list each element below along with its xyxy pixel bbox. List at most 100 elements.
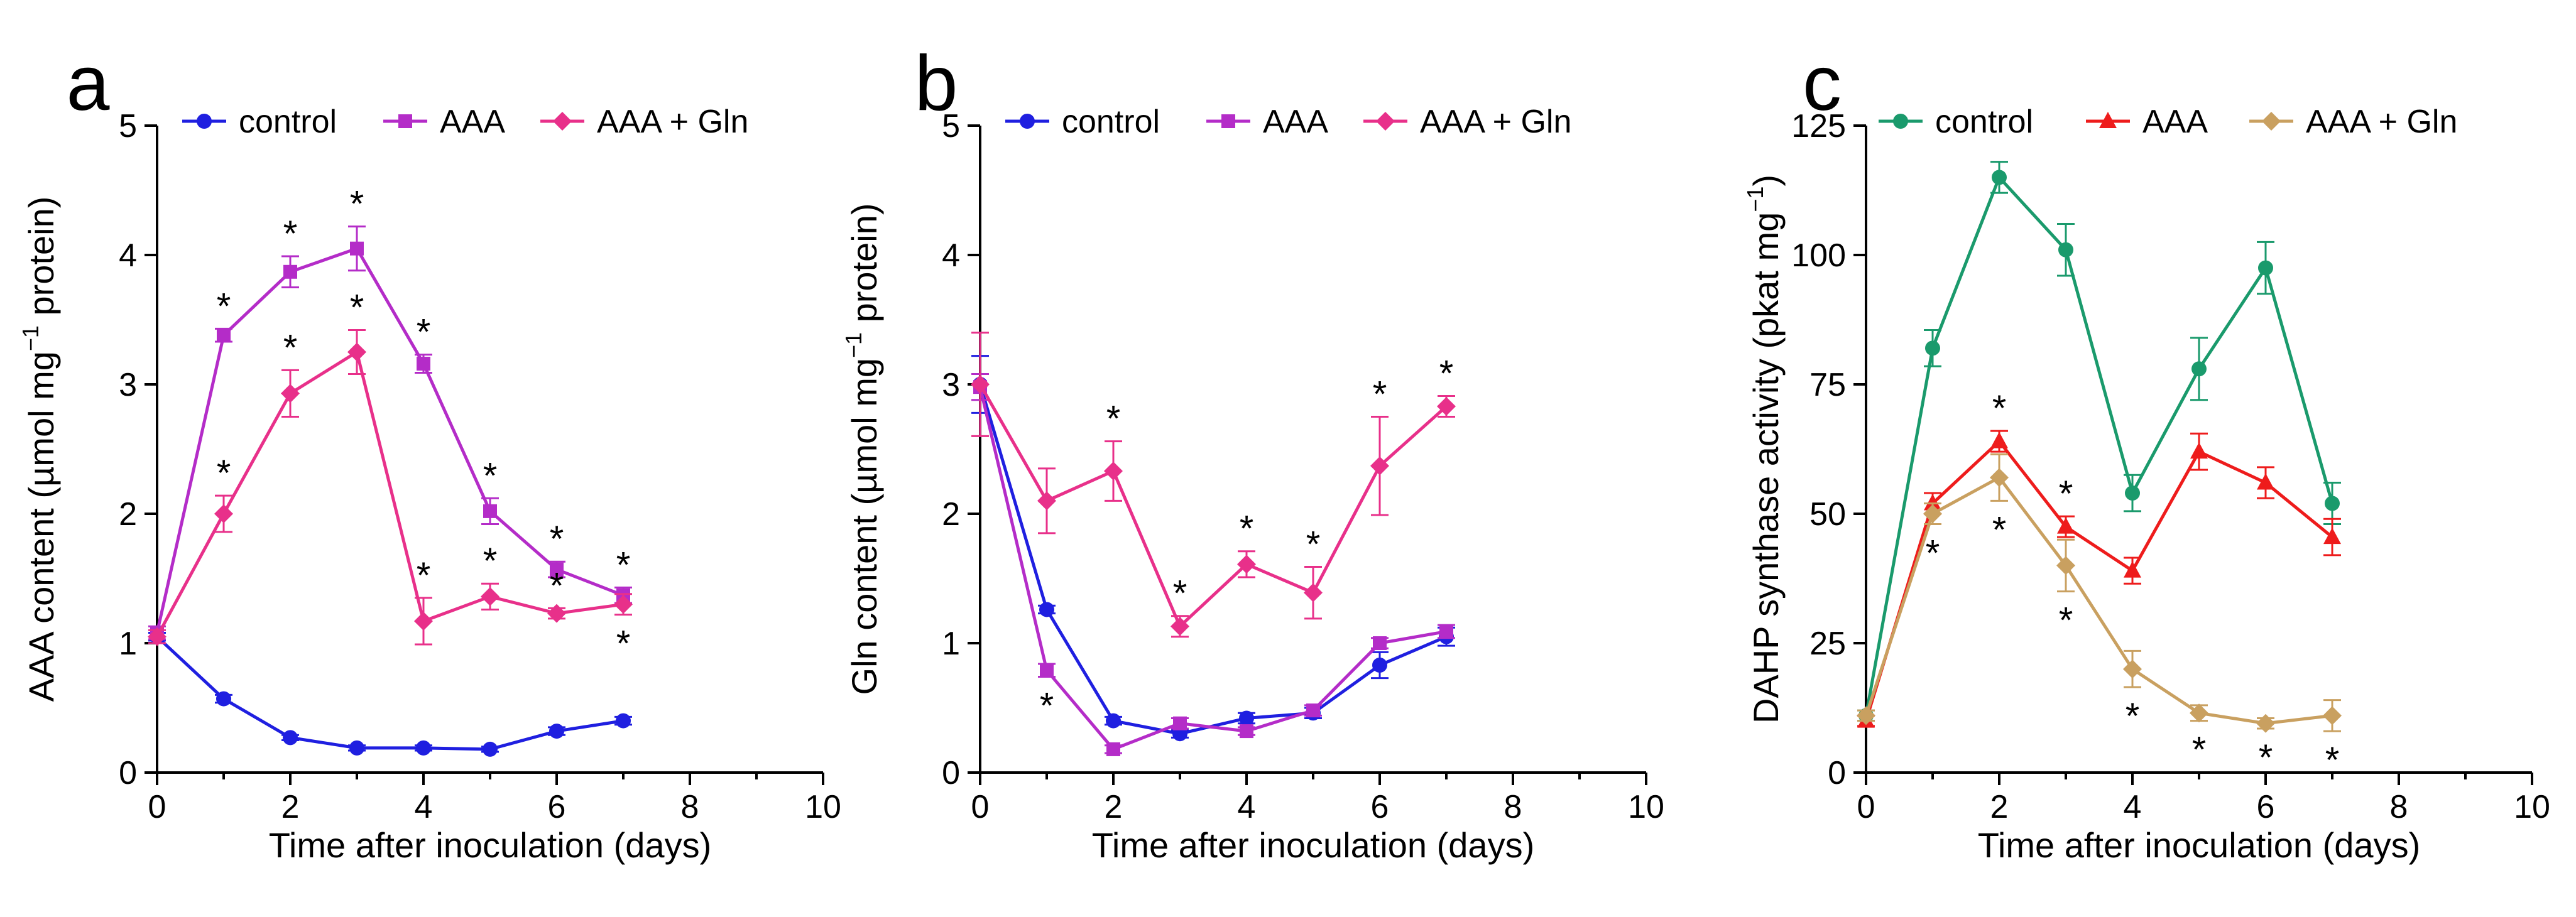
data-point xyxy=(347,342,366,362)
y-tick-label: 0 xyxy=(1828,755,1846,791)
x-tick-label: 2 xyxy=(1105,789,1123,825)
legend: control AAA AAA + Gln xyxy=(1879,104,2457,140)
series-line xyxy=(1864,438,2333,722)
series-line xyxy=(978,384,1447,735)
data-point xyxy=(1240,724,1253,739)
significance-star: * xyxy=(2259,737,2273,778)
x-tick-label: 6 xyxy=(1371,789,1389,825)
data-point xyxy=(481,587,499,606)
data-point xyxy=(971,375,990,394)
data-point xyxy=(1990,431,2008,448)
x-tick-label: 0 xyxy=(148,789,166,825)
legend: control AAA AAA + Gln xyxy=(1005,104,1571,140)
data-point xyxy=(1306,703,1320,718)
y-tick-label: 125 xyxy=(1791,108,1846,144)
series-aaa-gln: * * * * * * * xyxy=(1857,453,2342,781)
data-point xyxy=(416,740,431,756)
series-control xyxy=(148,629,632,757)
significance-star: * xyxy=(1926,533,1940,573)
data-point xyxy=(483,504,497,518)
series-aaa-gln: * * * * * * xyxy=(971,332,1456,638)
data-point xyxy=(2258,260,2273,276)
y-axis-label-part: ) xyxy=(1746,175,1786,187)
y-tick-label: 3 xyxy=(119,367,137,403)
series-line xyxy=(978,386,1447,751)
legend-swatch-marker xyxy=(197,114,212,129)
significance-star: * xyxy=(1439,354,1454,394)
data-point xyxy=(417,357,430,371)
data-point xyxy=(2323,706,2342,725)
data-point xyxy=(1040,663,1054,678)
data-point xyxy=(483,741,498,757)
data-point xyxy=(2190,442,2208,459)
data-point xyxy=(214,504,233,523)
x-tick-label: 6 xyxy=(548,789,566,825)
x-tick-label: 8 xyxy=(1504,789,1522,825)
data-point xyxy=(2124,561,2141,578)
data-point xyxy=(547,604,566,623)
y-tick-label: 4 xyxy=(942,237,960,274)
data-point xyxy=(216,691,231,707)
data-point xyxy=(283,730,298,746)
legend-entry: AAA xyxy=(2142,104,2208,140)
data-point xyxy=(414,611,433,631)
series-line xyxy=(155,349,624,638)
legend-entry: control xyxy=(1062,104,1160,140)
data-point xyxy=(1039,602,1054,617)
significance-star: * xyxy=(1106,399,1121,440)
panel-label: a xyxy=(67,40,110,127)
data-point xyxy=(550,562,564,577)
x-tick-label: 4 xyxy=(2124,789,2142,825)
significance-star: * xyxy=(283,214,298,254)
data-point xyxy=(1104,462,1123,481)
panel-a: a 0 2 4 6 8 10 0 1 2 3 4 5 Time after inoculation (da… xyxy=(18,40,841,865)
y-axis-label-superscript: −1 xyxy=(18,325,43,351)
data-point xyxy=(1373,636,1387,650)
data-point xyxy=(1239,710,1254,726)
significance-star: * xyxy=(350,287,364,328)
x-tick-label: 2 xyxy=(1990,789,2009,825)
significance-star: * xyxy=(1992,388,2007,429)
x-tick-label: 10 xyxy=(2514,789,2550,825)
panel-label: b xyxy=(915,40,958,127)
y-axis-label-part: µmol mg xyxy=(21,351,61,487)
y-tick-label: 25 xyxy=(1809,626,1846,662)
data-point xyxy=(2257,473,2274,490)
legend-swatch-marker xyxy=(1376,112,1395,131)
data-point xyxy=(1372,658,1387,673)
significance-star: * xyxy=(2325,740,2340,781)
y-tick-label: 75 xyxy=(1809,367,1846,403)
y-axis-label: DAHP synthase activity (pkat mg−1) xyxy=(1742,175,1786,724)
y-tick-label: 0 xyxy=(942,755,960,791)
y-axis-label-part: DAHP synthase activity (pkat mg xyxy=(1746,212,1786,724)
data-point xyxy=(1106,742,1120,756)
data-point xyxy=(281,384,300,403)
significance-star: * xyxy=(2059,474,2073,514)
y-axis-label-part: Gln content ( xyxy=(844,494,884,695)
y-axis-label-part: µmol mg xyxy=(844,358,884,494)
legend-entry: control xyxy=(1935,104,2033,140)
data-point xyxy=(2325,496,2340,511)
y-tick-label: 4 xyxy=(119,237,137,274)
x-tick-label: 8 xyxy=(2390,789,2408,825)
data-point xyxy=(549,724,564,739)
y-tick-label: 5 xyxy=(119,108,137,144)
legend-swatch-marker xyxy=(2099,112,2117,128)
legend-entry: AAA + Gln xyxy=(2306,104,2457,140)
x-tick-label: 8 xyxy=(681,789,699,825)
y-axis-label-part: protein) xyxy=(844,203,884,332)
series-line xyxy=(978,383,1448,629)
panel-label: c xyxy=(1803,40,1842,127)
y-axis-label-superscript: −1 xyxy=(1742,187,1768,212)
series-control xyxy=(1857,161,2341,724)
y-tick-label: 100 xyxy=(1791,237,1846,274)
y-tick-label: 50 xyxy=(1809,496,1846,533)
legend-swatch-marker xyxy=(398,114,412,128)
data-point xyxy=(2058,242,2073,258)
data-point xyxy=(1439,624,1453,639)
y-axis-label: AAA content (µmol mg−1 protein) xyxy=(18,197,61,702)
series-aaa-gln: * * * * * * * xyxy=(148,287,633,665)
data-point xyxy=(349,740,364,756)
legend-swatch-marker xyxy=(553,112,572,131)
data-point xyxy=(2057,517,2075,534)
